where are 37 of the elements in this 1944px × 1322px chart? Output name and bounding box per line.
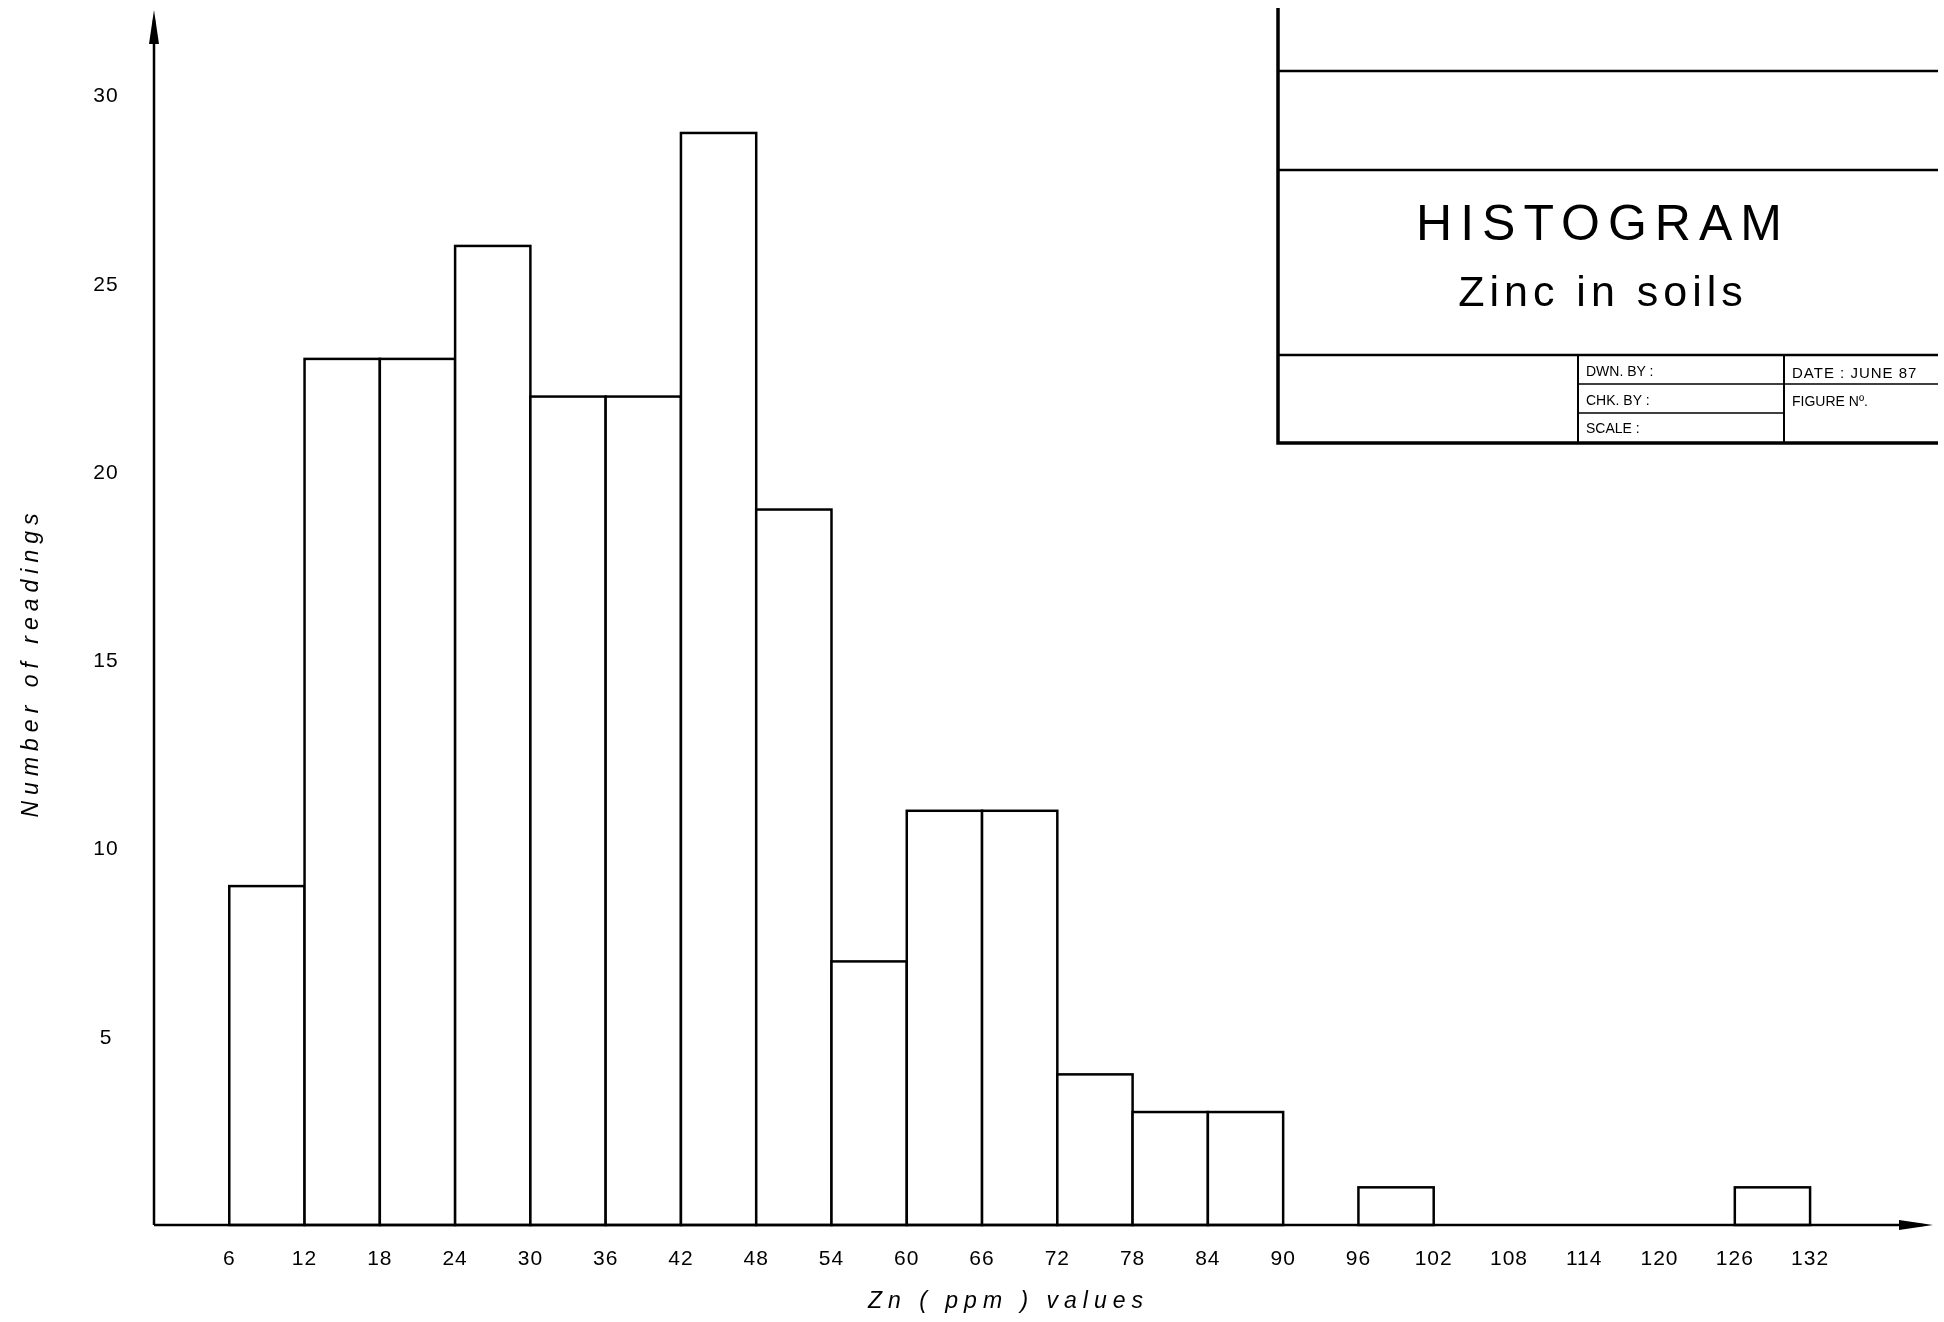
annotation: DWN. BY :	[1586, 363, 1654, 379]
x-tick-label: 78	[1119, 1246, 1146, 1269]
annotation: DATE : JUNE 87	[1792, 364, 1918, 381]
text: Zinc in soils	[1458, 267, 1748, 315]
annotation: SCALE :	[1586, 420, 1640, 436]
x-tick-label: 96	[1345, 1246, 1372, 1269]
y-tick-label: 30	[93, 83, 119, 107]
x-tick-label: 18	[367, 1246, 393, 1269]
x-tick-label: 72	[1044, 1246, 1070, 1269]
x-tick-label: 114	[1566, 1246, 1603, 1269]
y-tick-label: 15	[93, 648, 119, 672]
y-tick-label: 25	[93, 271, 119, 295]
x-tick-label: 90	[1270, 1246, 1296, 1269]
x-tick-label: 132	[1791, 1246, 1830, 1269]
x-tick-label: 30	[517, 1246, 544, 1269]
y-tick-label: 20	[93, 459, 119, 483]
x-tick-label: 24	[442, 1246, 468, 1269]
y-axis-title: Number of readings	[17, 507, 43, 818]
chart-title: HISTOGRAM	[1416, 195, 1790, 251]
x-tick-label: 48	[743, 1246, 769, 1269]
x-tick-label: 60	[894, 1246, 920, 1269]
x-tick-label: 36	[592, 1246, 619, 1269]
annotation: FIGURE Nº.	[1792, 393, 1868, 409]
x-tick-label: 12	[291, 1246, 318, 1269]
x-axis-title: Zn ( ppm ) values	[867, 1287, 1149, 1313]
x-tick-label: 120	[1640, 1246, 1679, 1269]
y-tick-label: 5	[99, 1024, 113, 1048]
x-tick-label: 54	[818, 1246, 845, 1269]
x-tick-label: 126	[1715, 1246, 1754, 1269]
x-tick-label: 108	[1489, 1246, 1528, 1269]
x-tick-label: 42	[668, 1246, 694, 1269]
annotation: CHK. BY :	[1586, 392, 1650, 408]
y-tick-label: 10	[93, 836, 119, 860]
x-tick-label: 66	[969, 1246, 995, 1269]
x-tick-label: 102	[1414, 1246, 1453, 1269]
x-tick-label: 6	[222, 1246, 236, 1269]
x-tick-label: 84	[1195, 1246, 1221, 1269]
